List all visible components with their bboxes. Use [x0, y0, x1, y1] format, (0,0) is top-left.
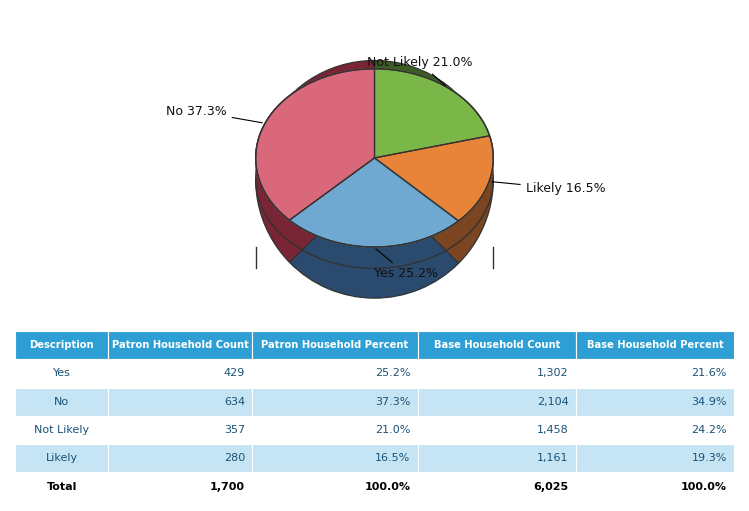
- Text: 1,302: 1,302: [537, 368, 568, 379]
- FancyBboxPatch shape: [252, 331, 418, 359]
- Wedge shape: [255, 60, 374, 262]
- FancyBboxPatch shape: [15, 331, 109, 359]
- Text: 280: 280: [224, 453, 245, 463]
- FancyBboxPatch shape: [576, 388, 734, 416]
- Text: Not Likely: Not Likely: [34, 425, 89, 435]
- Text: 2,104: 2,104: [537, 397, 568, 407]
- FancyBboxPatch shape: [15, 416, 109, 444]
- Text: Yes: Yes: [52, 368, 70, 379]
- Text: Patron Household Count: Patron Household Count: [112, 340, 249, 350]
- Text: Patron Household Percent: Patron Household Percent: [261, 340, 408, 350]
- FancyBboxPatch shape: [418, 416, 576, 444]
- Text: 100.0%: 100.0%: [681, 482, 727, 492]
- Wedge shape: [374, 150, 494, 263]
- FancyBboxPatch shape: [109, 444, 252, 473]
- Text: Yes 25.2%: Yes 25.2%: [374, 249, 437, 280]
- Text: 19.3%: 19.3%: [691, 453, 727, 463]
- Text: 24.2%: 24.2%: [691, 425, 727, 435]
- Polygon shape: [374, 136, 494, 221]
- FancyBboxPatch shape: [252, 416, 418, 444]
- Text: 21.6%: 21.6%: [691, 368, 727, 379]
- FancyBboxPatch shape: [15, 359, 109, 388]
- FancyBboxPatch shape: [576, 331, 734, 359]
- Text: Base Household Percent: Base Household Percent: [586, 340, 724, 350]
- FancyBboxPatch shape: [252, 359, 418, 388]
- FancyBboxPatch shape: [109, 331, 252, 359]
- Text: 429: 429: [224, 368, 245, 379]
- Polygon shape: [374, 69, 490, 158]
- FancyBboxPatch shape: [109, 359, 252, 388]
- FancyBboxPatch shape: [252, 388, 418, 416]
- Polygon shape: [255, 69, 374, 220]
- Text: Likely 16.5%: Likely 16.5%: [492, 182, 605, 195]
- FancyBboxPatch shape: [576, 359, 734, 388]
- Text: Description: Description: [29, 340, 94, 350]
- Text: 100.0%: 100.0%: [365, 482, 410, 492]
- Text: 25.2%: 25.2%: [375, 368, 410, 379]
- Text: 1,458: 1,458: [537, 425, 568, 435]
- FancyBboxPatch shape: [15, 473, 109, 501]
- FancyBboxPatch shape: [252, 473, 418, 501]
- Wedge shape: [289, 179, 458, 298]
- FancyBboxPatch shape: [418, 359, 576, 388]
- FancyBboxPatch shape: [109, 388, 252, 416]
- FancyBboxPatch shape: [109, 416, 252, 444]
- Text: 1,700: 1,700: [210, 482, 245, 492]
- FancyBboxPatch shape: [418, 331, 576, 359]
- Text: Not Likely 21.0%: Not Likely 21.0%: [367, 56, 473, 86]
- Text: 357: 357: [224, 425, 245, 435]
- FancyBboxPatch shape: [576, 473, 734, 501]
- Text: Base Household Count: Base Household Count: [434, 340, 560, 350]
- FancyBboxPatch shape: [418, 444, 576, 473]
- FancyBboxPatch shape: [15, 388, 109, 416]
- FancyBboxPatch shape: [252, 444, 418, 473]
- Text: Likely: Likely: [46, 453, 78, 463]
- FancyBboxPatch shape: [576, 444, 734, 473]
- FancyBboxPatch shape: [576, 416, 734, 444]
- Text: Total: Total: [46, 482, 77, 492]
- Text: 34.9%: 34.9%: [691, 397, 727, 407]
- Wedge shape: [374, 60, 490, 179]
- Polygon shape: [289, 158, 458, 247]
- FancyBboxPatch shape: [418, 388, 576, 416]
- Text: No: No: [54, 397, 69, 407]
- Text: 21.0%: 21.0%: [375, 425, 410, 435]
- Text: 16.5%: 16.5%: [375, 453, 410, 463]
- FancyBboxPatch shape: [109, 473, 252, 501]
- FancyBboxPatch shape: [15, 444, 109, 473]
- FancyBboxPatch shape: [418, 473, 576, 501]
- Text: 37.3%: 37.3%: [375, 397, 410, 407]
- Text: 6,025: 6,025: [533, 482, 568, 492]
- Text: No 37.3%: No 37.3%: [166, 105, 262, 123]
- Text: 1,161: 1,161: [537, 453, 568, 463]
- Text: 634: 634: [224, 397, 245, 407]
